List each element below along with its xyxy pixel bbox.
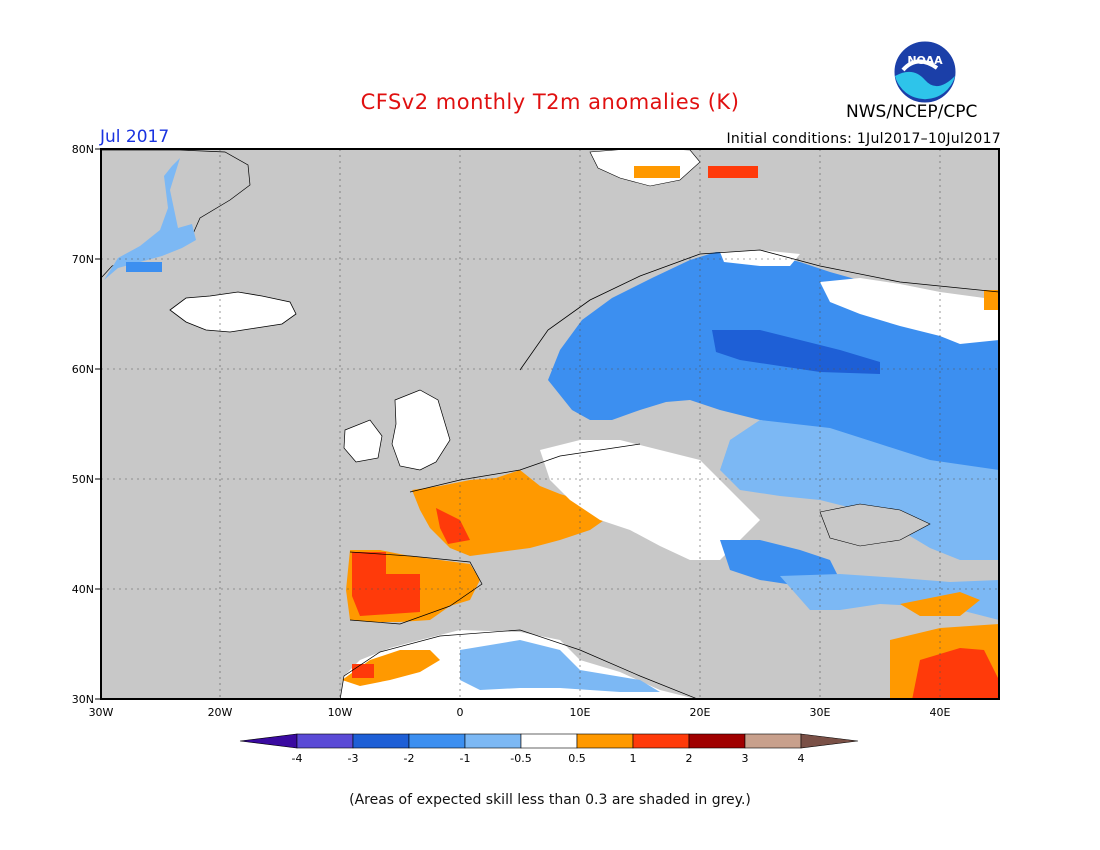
colorbar-label: 0.5: [568, 752, 586, 765]
colorbar-swatch: [352, 733, 410, 749]
lat-tick-label: 80N: [72, 143, 94, 156]
colorbar-label: 3: [742, 752, 749, 765]
forecast-month: Jul 2017: [100, 127, 170, 147]
colorbar-label: 1: [630, 752, 637, 765]
colorbar-swatch: [744, 733, 802, 749]
colorbar-label: -0.5: [510, 752, 531, 765]
great-britain: [391, 389, 451, 471]
colorbar-label: 2: [686, 752, 693, 765]
central-europe-neutral-area: [540, 440, 760, 560]
colorbar-swatch: [632, 733, 690, 749]
greenland-cool-area: [104, 158, 196, 280]
lon-tick-label: 10E: [570, 706, 591, 719]
colorbar-high-arrow: [800, 733, 859, 749]
initial-conditions: Initial conditions: 1Jul2017–10Jul2017: [726, 131, 1001, 147]
colorbar-swatch: [576, 733, 634, 749]
colorbar: -4 -3 -2 -1 -0.5 0.5 1 2 3 4: [239, 733, 859, 765]
lat-tick-label: 50N: [72, 473, 94, 486]
colorbar-swatch: [296, 733, 354, 749]
longitude-labels: 30W 20W 10W 0 10E 20E 30E 40E: [89, 706, 951, 719]
lon-tick-label: 30W: [89, 706, 114, 719]
gridlines: [101, 149, 999, 699]
black-sea: [819, 503, 931, 547]
lat-tick-label: 70N: [72, 253, 94, 266]
eastern-europe-cool-area: [720, 420, 999, 560]
map-frame: [100, 148, 1000, 700]
colorbar-swatch: [408, 733, 466, 749]
colorbar-label: 4: [798, 752, 805, 765]
lon-tick-label: 30E: [810, 706, 831, 719]
lat-tick-label: 30N: [72, 693, 94, 706]
logo-text: NOAA: [907, 54, 943, 67]
iceland: [169, 291, 297, 333]
colorbar-swatch: [464, 733, 522, 749]
chart-title: CFSv2 monthly T2m anomalies (K): [360, 90, 740, 114]
lon-tick-label: 20E: [690, 706, 711, 719]
ireland: [343, 419, 383, 463]
organization-label: NWS/NCEP/CPC: [846, 102, 978, 122]
noaa-logo: NOAA: [893, 40, 957, 104]
lon-tick-label: 10W: [328, 706, 353, 719]
colorbar-low-arrow: [239, 733, 298, 749]
colorbar-label: -3: [348, 752, 359, 765]
colorbar-swatch: [520, 733, 578, 749]
lat-tick-label: 60N: [72, 363, 94, 376]
colorbar-label: -2: [404, 752, 415, 765]
latitude-labels: 80N 70N 60N 50N 40N 30N: [72, 143, 101, 706]
lon-tick-label: 20W: [208, 706, 233, 719]
colorbar-swatch: [688, 733, 746, 749]
colorbar-label: -4: [292, 752, 303, 765]
lon-tick-label: 40E: [930, 706, 951, 719]
lat-tick-label: 40N: [72, 583, 94, 596]
colorbar-label: -1: [460, 752, 471, 765]
map-panel: [101, 149, 999, 699]
lon-tick-label: 0: [457, 706, 464, 719]
skill-note: (Areas of expected skill less than 0.3 a…: [349, 792, 751, 808]
